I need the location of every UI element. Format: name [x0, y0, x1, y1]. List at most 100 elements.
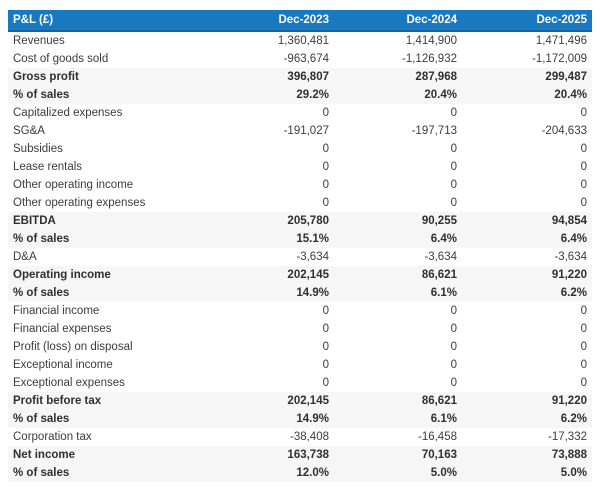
row-label: Capitalized expenses — [8, 104, 210, 122]
table-row: SG&A -191,027 -197,713 -204,633 — [8, 122, 592, 140]
cell-value: -191,027 — [210, 122, 334, 140]
cell-value: 205,780 — [210, 212, 334, 230]
cell-value: 396,807 — [210, 68, 334, 86]
cell-value: 0 — [334, 302, 462, 320]
cell-value: 15.1% — [210, 230, 334, 248]
table-row: % of sales 14.9% 6.1% 6.2% — [8, 284, 592, 302]
cell-value: 14.9% — [210, 284, 334, 302]
table-header-row: P&L (£) Dec-2023 Dec-2024 Dec-2025 — [8, 10, 592, 32]
row-label: % of sales — [8, 284, 210, 302]
cell-value: 6.4% — [462, 230, 592, 248]
cell-value: 6.1% — [334, 284, 462, 302]
cell-value: 0 — [210, 374, 334, 392]
cell-value: 0 — [334, 338, 462, 356]
row-label: % of sales — [8, 464, 210, 482]
table-row: Lease rentals 0 0 0 — [8, 158, 592, 176]
cell-value: 86,621 — [334, 266, 462, 284]
cell-value: -38,408 — [210, 428, 334, 446]
table-row: Capitalized expenses 0 0 0 — [8, 104, 592, 122]
cell-value: 0 — [210, 194, 334, 212]
row-label: % of sales — [8, 230, 210, 248]
row-label: Operating income — [8, 266, 210, 284]
table-row: Gross profit 396,807 287,968 299,487 — [8, 68, 592, 86]
table-row: % of sales 15.1% 6.4% 6.4% — [8, 230, 592, 248]
cell-value: 0 — [210, 320, 334, 338]
cell-value: 202,145 — [210, 266, 334, 284]
cell-value: 5.0% — [334, 464, 462, 482]
table-row: Corporation tax -38,408 -16,458 -17,332 — [8, 428, 592, 446]
pl-table: P&L (£) Dec-2023 Dec-2024 Dec-2025 Reven… — [8, 10, 592, 482]
table-row: Exceptional expenses 0 0 0 — [8, 374, 592, 392]
row-label: Financial income — [8, 302, 210, 320]
cell-value: 0 — [462, 104, 592, 122]
table-row: Profit before tax 202,145 86,621 91,220 — [8, 392, 592, 410]
cell-value: 12.0% — [210, 464, 334, 482]
cell-value: 0 — [210, 104, 334, 122]
table-row: Financial expenses 0 0 0 — [8, 320, 592, 338]
table-row: D&A -3,634 -3,634 -3,634 — [8, 248, 592, 266]
row-label: D&A — [8, 248, 210, 266]
row-label: EBITDA — [8, 212, 210, 230]
row-label: SG&A — [8, 122, 210, 140]
row-label: Other operating income — [8, 176, 210, 194]
cell-value: -204,633 — [462, 122, 592, 140]
cell-value: 0 — [462, 140, 592, 158]
row-label: Profit (loss) on disposal — [8, 338, 210, 356]
cell-value: 0 — [210, 302, 334, 320]
cell-value: 94,854 — [462, 212, 592, 230]
row-label: Gross profit — [8, 68, 210, 86]
table-row: Other operating expenses 0 0 0 — [8, 194, 592, 212]
cell-value: 287,968 — [334, 68, 462, 86]
header-pl-title: P&L (£) — [8, 10, 210, 32]
cell-value: -16,458 — [334, 428, 462, 446]
pl-table-container: P&L (£) Dec-2023 Dec-2024 Dec-2025 Reven… — [8, 10, 592, 482]
cell-value: 202,145 — [210, 392, 334, 410]
cell-value: -1,126,932 — [334, 50, 462, 68]
table-row: Other operating income 0 0 0 — [8, 176, 592, 194]
cell-value: 20.4% — [462, 86, 592, 104]
cell-value: 0 — [210, 140, 334, 158]
cell-value: 86,621 — [334, 392, 462, 410]
row-label: Other operating expenses — [8, 194, 210, 212]
header-col-dec-2025: Dec-2025 — [462, 10, 592, 32]
cell-value: 73,888 — [462, 446, 592, 464]
cell-value: 0 — [462, 302, 592, 320]
cell-value: 14.9% — [210, 410, 334, 428]
cell-value: -3,634 — [462, 248, 592, 266]
cell-value: 0 — [462, 194, 592, 212]
table-row: % of sales 12.0% 5.0% 5.0% — [8, 464, 592, 482]
cell-value: -3,634 — [210, 248, 334, 266]
row-label: Subsidies — [8, 140, 210, 158]
row-label: Exceptional income — [8, 356, 210, 374]
cell-value: 0 — [210, 176, 334, 194]
cell-value: 0 — [462, 356, 592, 374]
cell-value: 6.2% — [462, 284, 592, 302]
row-label: Corporation tax — [8, 428, 210, 446]
row-label: Financial expenses — [8, 320, 210, 338]
cell-value: 299,487 — [462, 68, 592, 86]
row-label: Revenues — [8, 31, 210, 50]
cell-value: 0 — [210, 338, 334, 356]
cell-value: 0 — [462, 158, 592, 176]
table-row: Exceptional income 0 0 0 — [8, 356, 592, 374]
cell-value: 91,220 — [462, 392, 592, 410]
table-row: % of sales 14.9% 6.1% 6.2% — [8, 410, 592, 428]
cell-value: 70,163 — [334, 446, 462, 464]
cell-value: 91,220 — [462, 266, 592, 284]
cell-value: 1,414,900 — [334, 31, 462, 50]
table-row: % of sales 29.2% 20.4% 20.4% — [8, 86, 592, 104]
cell-value: -17,332 — [462, 428, 592, 446]
header-col-dec-2023: Dec-2023 — [210, 10, 334, 32]
cell-value: -1,172,009 — [462, 50, 592, 68]
cell-value: 0 — [334, 194, 462, 212]
row-label: % of sales — [8, 410, 210, 428]
table-row: Financial income 0 0 0 — [8, 302, 592, 320]
cell-value: 0 — [334, 104, 462, 122]
cell-value: 0 — [210, 356, 334, 374]
row-label: Profit before tax — [8, 392, 210, 410]
cell-value: 0 — [210, 158, 334, 176]
row-label: % of sales — [8, 86, 210, 104]
cell-value: 90,255 — [334, 212, 462, 230]
table-row: Operating income 202,145 86,621 91,220 — [8, 266, 592, 284]
cell-value: 0 — [334, 374, 462, 392]
